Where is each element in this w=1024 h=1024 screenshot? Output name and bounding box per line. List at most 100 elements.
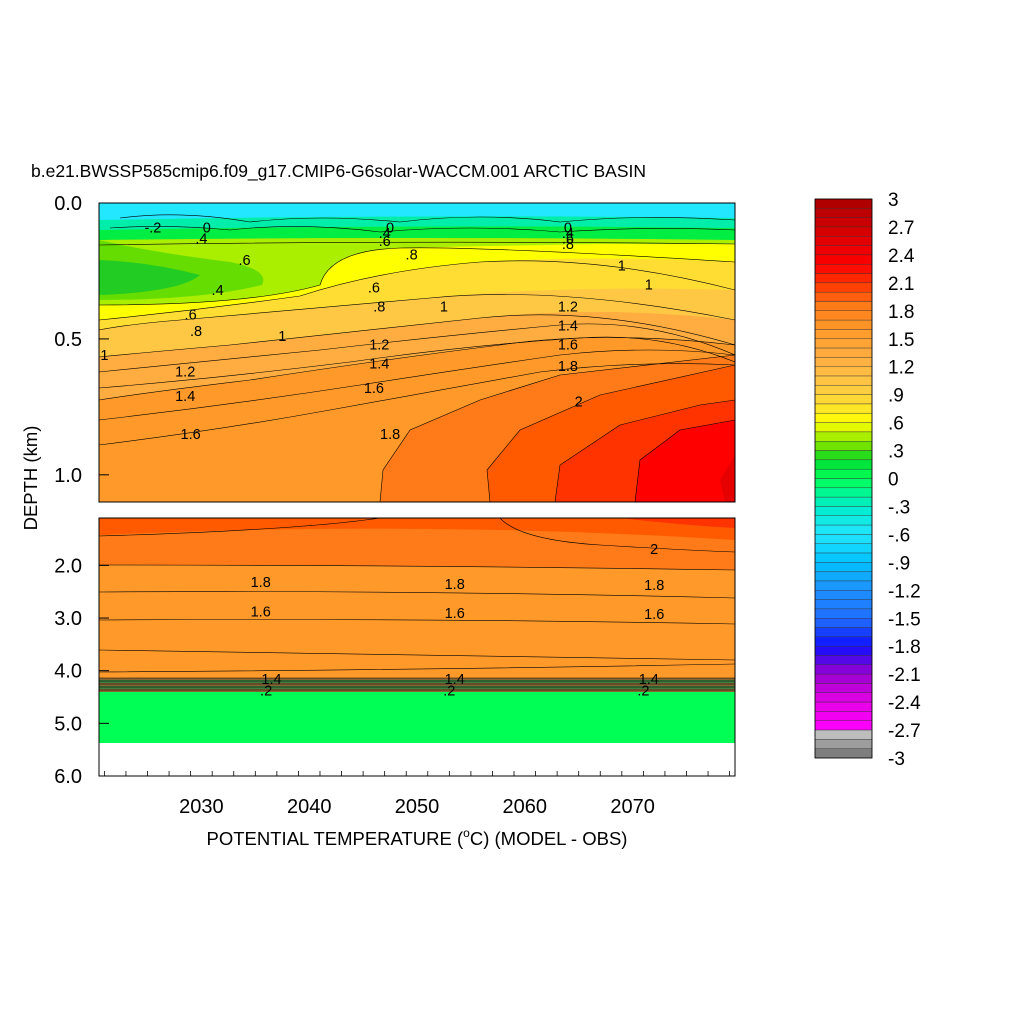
colorbar-box — [814, 226, 873, 237]
colorbar-box — [814, 450, 873, 461]
contour-label: 1.6 — [181, 427, 201, 443]
colorbar-frame — [814, 198, 873, 759]
upper-contour-lines — [99, 214, 735, 502]
contour-label: 1.6 — [558, 337, 578, 353]
contour-label: 1 — [440, 299, 448, 315]
contour-label: .4 — [379, 226, 391, 242]
contour-label: .4 — [195, 231, 207, 247]
colorbar-box — [814, 729, 873, 740]
colorbar-label: -2.1 — [888, 665, 921, 686]
contour-label: .2 — [637, 684, 649, 700]
colorbar-box — [814, 478, 873, 489]
colorbar-label: -.9 — [888, 553, 910, 574]
upper-contour-labels: -.2 0.4.6.4.6.8111.21.41.60.4.6.8.6.81.21… — [100, 221, 652, 444]
colorbar-box — [814, 655, 873, 666]
colorbar-box — [814, 413, 873, 423]
colorbar-box — [814, 599, 873, 610]
y-axis-label: DEPTH (km) — [20, 426, 41, 531]
colorbar-box — [814, 217, 873, 228]
x-tick-label: 2050 — [395, 796, 440, 818]
colorbar-box — [814, 683, 873, 693]
colorbar-label: .9 — [888, 386, 904, 407]
contour-label: 1.8 — [445, 577, 465, 593]
colorbar-box — [814, 580, 873, 591]
x-axis-label-pre: POTENTIAL TEMPERATURE ( — [207, 828, 464, 849]
colorbar-box — [814, 310, 873, 321]
colorbar-box — [814, 590, 873, 600]
y-tick-label: 5.0 — [54, 713, 82, 735]
colorbar-label: .3 — [888, 442, 904, 463]
contour-label: 1 — [100, 348, 108, 364]
colorbar-box — [814, 385, 873, 395]
contour-label: 1.2 — [369, 337, 389, 353]
contour-label: 1.8 — [644, 578, 664, 594]
colorbar-box — [814, 236, 873, 246]
colorbar-box — [814, 431, 873, 442]
x-tick-label: 2060 — [503, 796, 548, 818]
colorbar-label: .6 — [888, 414, 904, 435]
contour-label: 1.4 — [639, 672, 659, 688]
colorbar-box — [814, 571, 873, 582]
contour-label: .4 — [212, 283, 224, 299]
lower-panel-frame — [98, 517, 736, 777]
colorbar-label: -.6 — [888, 525, 910, 546]
colorbar-box — [814, 711, 873, 721]
upper-panel-frame — [98, 202, 736, 503]
chart-title: b.e21.BWSSP585cmip6.f09_g17.CMIP6-G6sola… — [31, 161, 646, 182]
contour-label: 1.4 — [369, 356, 389, 372]
colorbar-box — [814, 422, 873, 433]
colorbar-box — [814, 394, 873, 405]
colorbar-label: 3 — [888, 190, 899, 211]
colorbar-label: 1.2 — [888, 358, 914, 379]
colorbar-box — [814, 329, 873, 339]
y-tick-label: 1.0 — [54, 465, 82, 487]
colorbar: 3 2.7 2.4 2.1 1.8 1.5 1.2 .9 .6 .3 0 -.3 -.6 -.9 -1.2 -… — [814, 190, 921, 770]
x-axis-ticks: 2030 2040 2050 2060 2070 — [103, 771, 731, 818]
colorbar-label: -2.4 — [888, 693, 921, 714]
colorbar-label: -1.8 — [888, 637, 921, 658]
colorbar-box — [814, 468, 873, 479]
contour-label: 1.4 — [175, 389, 195, 405]
contour-label: .2 — [443, 684, 455, 700]
colorbar-label: -2.7 — [888, 721, 921, 742]
colorbar-box — [814, 552, 873, 563]
contour-label: 0 — [386, 221, 394, 237]
contour-label: -.2 — [144, 221, 161, 237]
colorbar-box — [814, 319, 873, 330]
colorbar-box — [814, 291, 873, 302]
contour-label: 2 — [575, 394, 583, 410]
colorbar-box — [814, 264, 873, 274]
upper-y-ticks: 0.0 0.5 1.0 — [54, 193, 109, 487]
colorbar-label: 0 — [888, 470, 899, 491]
contour-label: .8 — [562, 237, 574, 253]
colorbar-box — [814, 748, 873, 759]
contour-label: 1.8 — [251, 575, 271, 591]
contour-label: 1.8 — [558, 359, 578, 375]
colorbar-box — [814, 608, 873, 619]
colorbar-box — [814, 618, 873, 628]
colorbar-box — [814, 692, 873, 703]
colorbar-label: -1.2 — [888, 581, 921, 602]
colorbar-box — [814, 403, 873, 414]
contour-label: 1.2 — [558, 299, 578, 315]
contour-label: .4 — [562, 226, 574, 242]
colorbar-box — [814, 646, 873, 656]
colorbar-box — [814, 347, 873, 358]
colorbar-box — [814, 357, 873, 367]
colorbar-label: 2.7 — [888, 218, 914, 239]
y-tick-label: 3.0 — [54, 608, 82, 630]
contour-label: 1.6 — [445, 606, 465, 622]
contour-label: 1 — [618, 259, 626, 275]
contour-label: 0 — [203, 221, 211, 237]
contour-label: 1.4 — [261, 672, 281, 688]
colorbar-label: 1.8 — [888, 302, 914, 323]
colorbar-box — [814, 673, 873, 684]
colorbar-label: 2.4 — [888, 246, 915, 267]
colorbar-box — [814, 338, 873, 349]
contour-label: 1.4 — [558, 318, 578, 334]
colorbar-box — [814, 487, 873, 498]
contour-label: 1.4 — [445, 672, 465, 688]
colorbar-box — [814, 506, 873, 516]
y-tick-label: 4.0 — [54, 661, 82, 683]
colorbar-label: -.3 — [888, 497, 910, 518]
